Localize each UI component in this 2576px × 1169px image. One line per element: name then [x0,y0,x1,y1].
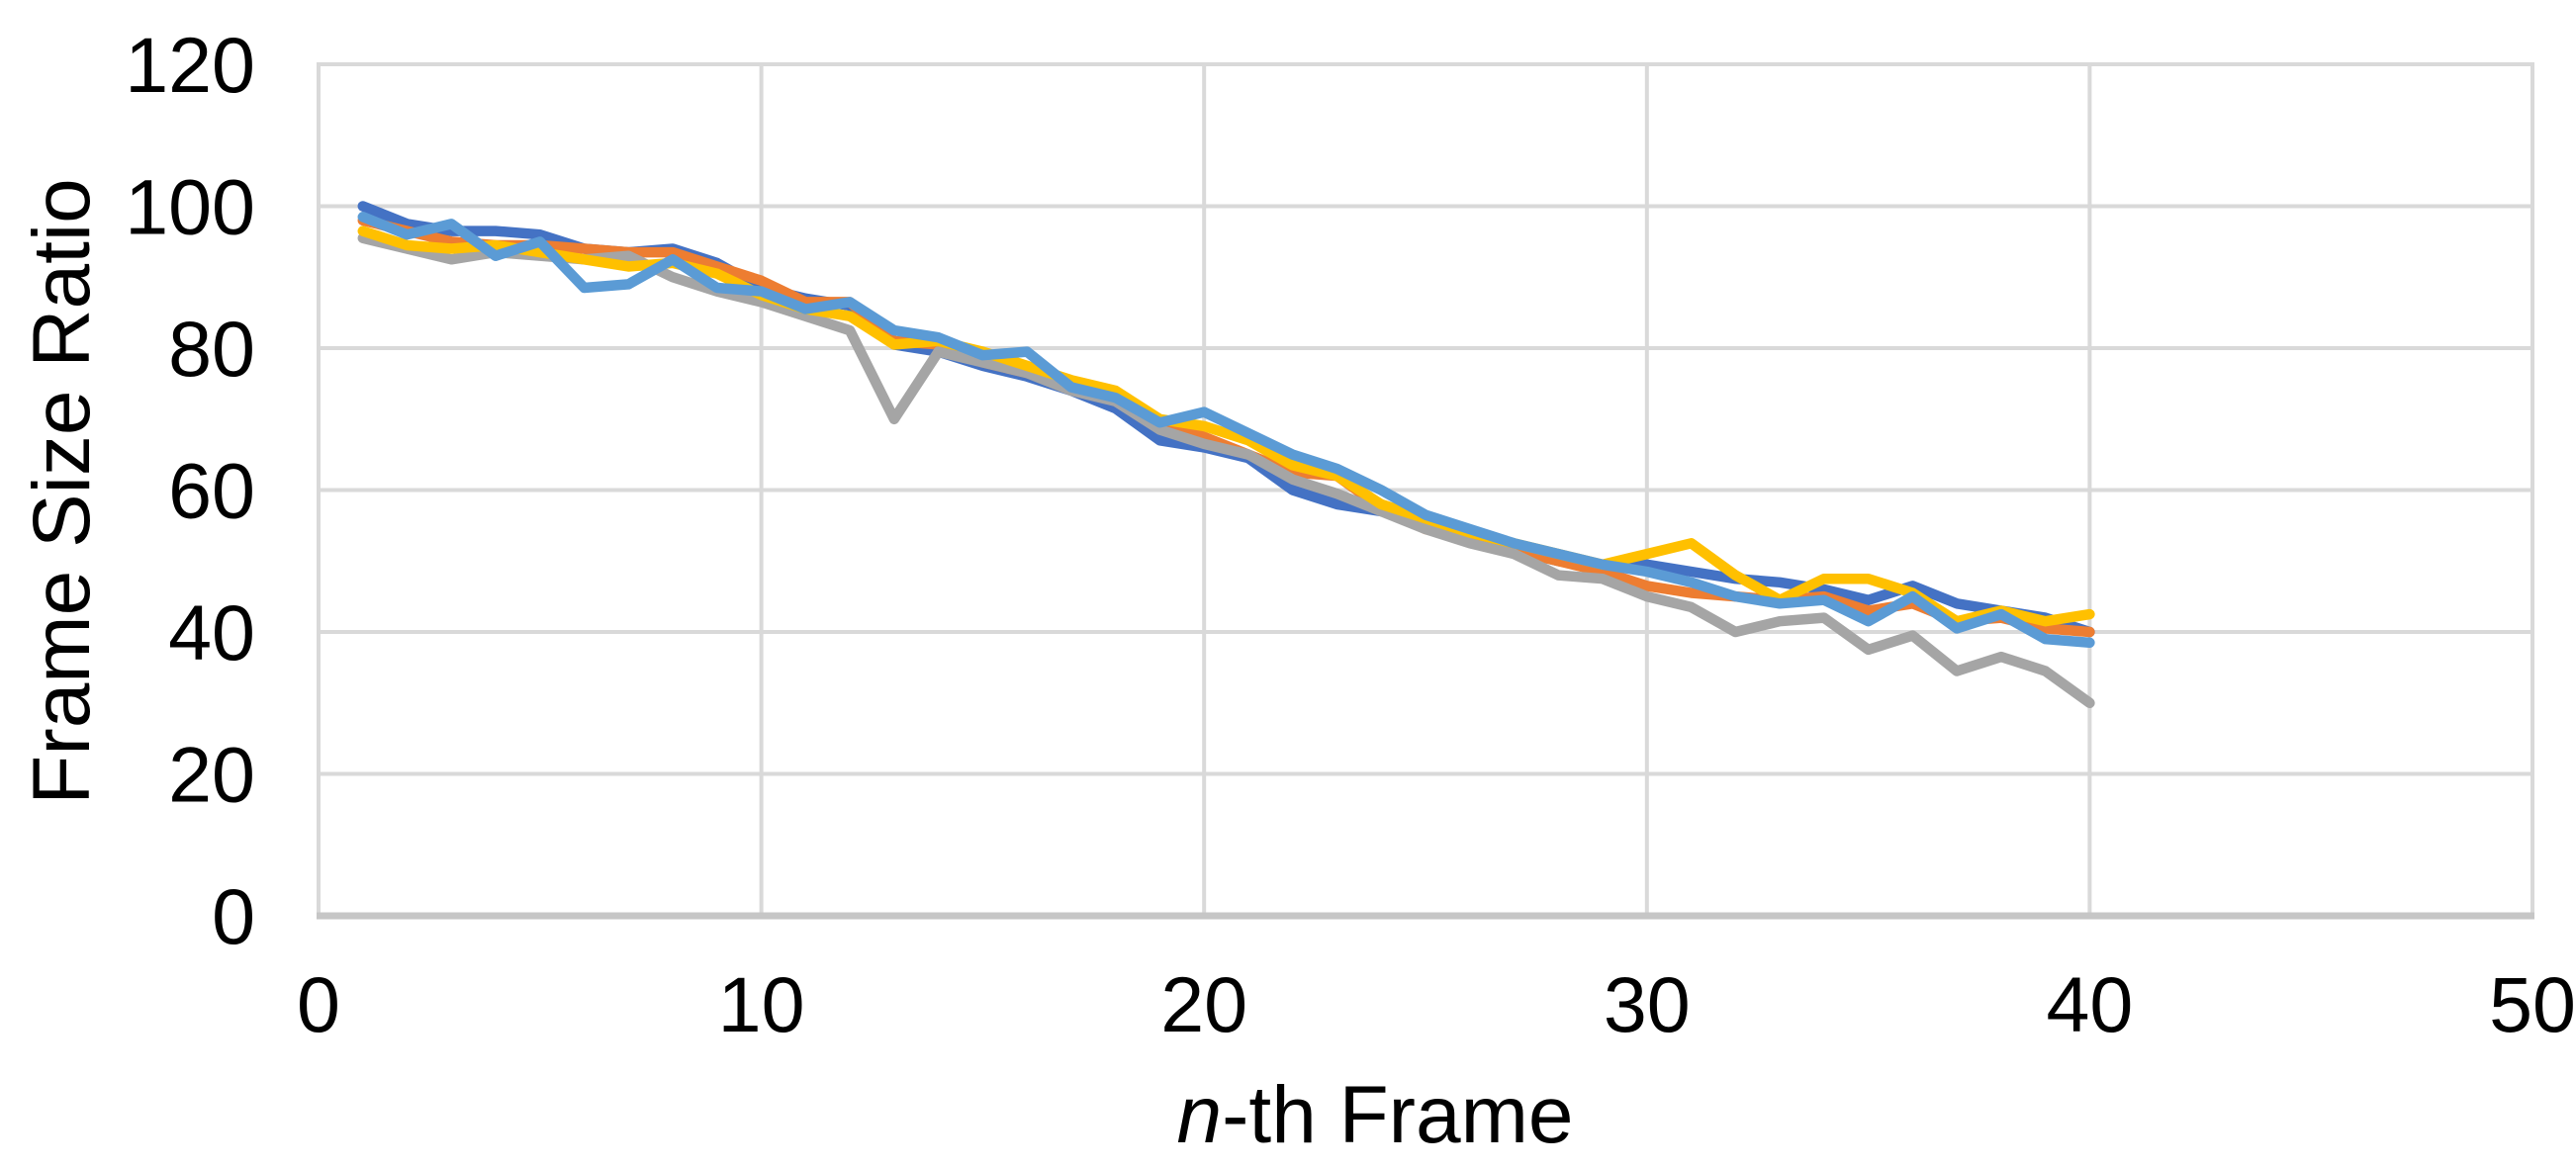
y-tick-label-40: 40 [168,588,255,676]
x-axis-title-italic-n: n [1177,1070,1223,1160]
y-axis-tick-labels: 0 20 40 60 80 100 120 [125,21,255,960]
y-tick-label-60: 60 [168,447,255,535]
y-tick-label-80: 80 [168,305,255,393]
line-series-4-yellow [357,225,2095,627]
x-axis-tick-labels: 0 10 20 30 40 50 [297,960,2576,1048]
x-tick-label-50: 50 [2489,960,2576,1048]
x-tick-label-30: 30 [1604,960,1691,1048]
x-axis-title: n-th Frame [1177,1070,1574,1160]
y-axis-title: Frame Size Ratio [17,178,107,804]
x-tick-label-10: 10 [718,960,805,1048]
x-axis-title-rest: -th Frame [1222,1070,1573,1160]
y-tick-label-100: 100 [125,163,255,251]
y-tick-label-0: 0 [212,872,255,960]
x-tick-label-0: 0 [297,960,340,1048]
x-tick-label-40: 40 [2046,960,2133,1048]
series-lines [357,201,2095,709]
line-series-5-lightblue [357,212,2095,649]
y-tick-label-20: 20 [168,731,255,819]
gridlines [319,64,2532,916]
y-tick-label-120: 120 [125,21,255,109]
x-tick-label-20: 20 [1160,960,1247,1048]
